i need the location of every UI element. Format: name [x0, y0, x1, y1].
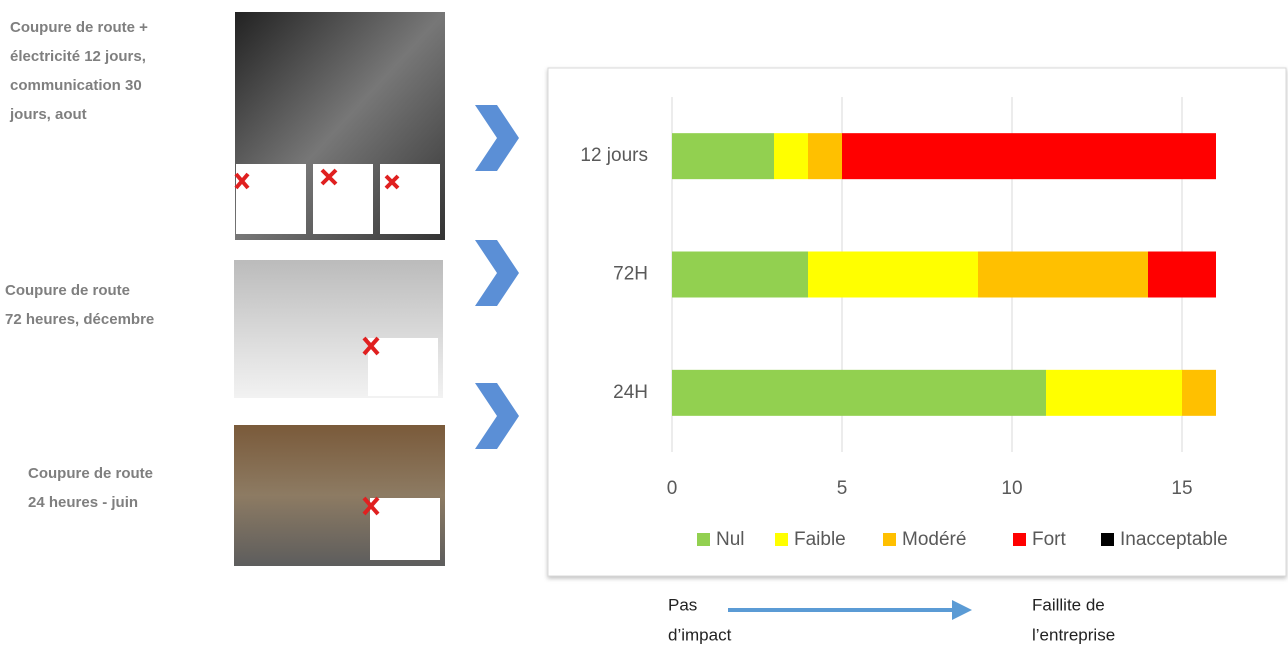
legend-label: Nul: [716, 529, 745, 550]
scenario-label: Coupure de route: [5, 282, 130, 299]
scale-left: d’impact: [668, 625, 732, 644]
legend-swatch: [697, 533, 710, 546]
x-tick-label: 5: [837, 478, 848, 499]
scale-arrow-head: [952, 600, 972, 620]
bar-segment: [1148, 251, 1216, 298]
bar-segment: [1182, 369, 1216, 416]
icon-road: [370, 498, 440, 560]
legend-label: Faible: [794, 529, 846, 550]
scale-right: Faillite de: [1032, 595, 1105, 614]
photos: [234, 12, 445, 566]
y-tick-label: 72H: [613, 264, 648, 285]
legend-swatch: [1101, 533, 1114, 546]
icon-road: [368, 338, 438, 396]
bar-segment: [842, 133, 1216, 180]
bar-segment: [672, 369, 1046, 416]
x-tick-label: 10: [1001, 478, 1022, 499]
legend-swatch: [883, 533, 896, 546]
legend-label: Inacceptable: [1120, 529, 1228, 550]
bar-segment: [672, 133, 774, 180]
scenario-label: 24 heures - juin: [28, 494, 138, 511]
icon-power: [380, 164, 440, 234]
y-tick-label: 12 jours: [580, 145, 648, 166]
legend-label: Fort: [1032, 529, 1067, 550]
scenario-label: jours, aout: [9, 106, 87, 123]
bar-segment: [978, 251, 1148, 298]
bar-segment: [672, 251, 808, 298]
x-tick-label: 15: [1171, 478, 1192, 499]
cross-marks: [234, 168, 400, 516]
scale-right: l’entreprise: [1032, 625, 1115, 644]
bar-segment: [774, 133, 808, 180]
x-tick-label: 0: [667, 478, 678, 499]
y-tick-label: 24H: [613, 382, 648, 403]
scenario-label: Coupure de route: [28, 465, 153, 482]
bar-segment: [808, 251, 978, 298]
bar-segment: [808, 133, 842, 180]
scenario-label: électricité 12 jours,: [10, 48, 146, 65]
scenario-label: Coupure de route +: [10, 19, 148, 36]
scenario-label: communication 30: [10, 77, 142, 94]
chevrons: [475, 105, 519, 449]
legend-swatch: [775, 533, 788, 546]
bar-segment: [1046, 369, 1182, 416]
icon-phone: [313, 164, 373, 234]
scenario-label: 72 heures, décembre: [5, 311, 154, 328]
legend-swatch: [1013, 533, 1026, 546]
legend-label: Modéré: [902, 529, 966, 550]
scale-left: Pas: [668, 595, 697, 614]
